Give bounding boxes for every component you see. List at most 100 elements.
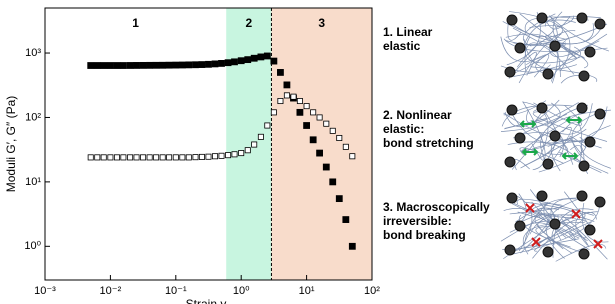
data-point bbox=[311, 110, 316, 115]
crosslink bbox=[505, 245, 515, 255]
data-point bbox=[284, 82, 290, 88]
data-point bbox=[324, 121, 329, 126]
chart: 12310⁻³10⁻²10⁻¹10⁰10¹10²10⁰10¹10²10³Stra… bbox=[0, 0, 615, 304]
data-point bbox=[252, 142, 257, 147]
data-point bbox=[199, 154, 204, 159]
crosslink bbox=[543, 69, 553, 79]
data-point bbox=[88, 63, 94, 69]
data-point bbox=[265, 123, 270, 128]
crosslink bbox=[507, 15, 517, 25]
region bbox=[271, 8, 372, 280]
network-illustration bbox=[501, 12, 609, 84]
x-tick-label: 10² bbox=[364, 285, 380, 297]
data-point bbox=[127, 155, 132, 160]
y-tick-label: 10² bbox=[25, 111, 41, 123]
data-point bbox=[153, 62, 159, 68]
data-point bbox=[238, 58, 244, 64]
data-point bbox=[297, 109, 303, 115]
data-point bbox=[127, 62, 133, 68]
data-point bbox=[134, 62, 140, 68]
x-axis-label: Strain γ₀ bbox=[186, 297, 232, 304]
region-label: 2 bbox=[245, 16, 252, 30]
data-point bbox=[179, 62, 185, 68]
crosslink bbox=[543, 159, 553, 169]
data-point bbox=[317, 150, 323, 156]
data-point bbox=[173, 155, 178, 160]
data-point bbox=[114, 63, 120, 69]
annotation-text: 2. Nonlinear bbox=[383, 108, 452, 122]
annotation-text: elastic bbox=[383, 39, 421, 53]
data-point bbox=[199, 62, 205, 68]
data-point bbox=[154, 155, 159, 160]
data-point bbox=[239, 150, 244, 155]
x-tick-label: 10⁰ bbox=[233, 285, 250, 297]
region-label: 1 bbox=[132, 16, 139, 30]
x-tick-label: 10⁻³ bbox=[34, 285, 56, 297]
crosslink bbox=[579, 249, 589, 259]
data-point bbox=[225, 60, 231, 66]
data-point bbox=[160, 155, 165, 160]
data-point bbox=[134, 155, 139, 160]
crosslink bbox=[577, 103, 587, 113]
data-point bbox=[180, 155, 185, 160]
data-point bbox=[258, 134, 263, 139]
data-point bbox=[317, 115, 322, 120]
data-point bbox=[251, 55, 257, 61]
crosslink bbox=[550, 219, 560, 229]
crosslink bbox=[577, 191, 587, 201]
data-point bbox=[330, 128, 335, 133]
data-point bbox=[278, 98, 283, 103]
y-tick-label: 10¹ bbox=[25, 176, 41, 188]
x-tick-label: 10⁻² bbox=[100, 285, 122, 297]
crosslink bbox=[507, 105, 517, 115]
data-point bbox=[205, 61, 211, 67]
data-point bbox=[232, 152, 237, 157]
crosslink bbox=[579, 161, 589, 171]
data-point bbox=[232, 59, 238, 65]
x-tick-label: 10¹ bbox=[299, 285, 315, 297]
polymer-strand bbox=[563, 122, 582, 167]
annotation-text: bond breaking bbox=[383, 228, 466, 242]
data-point bbox=[193, 155, 198, 160]
data-point bbox=[330, 179, 336, 185]
crosslink bbox=[550, 41, 560, 51]
crosslink bbox=[585, 225, 595, 235]
crosslink bbox=[505, 157, 515, 167]
annotation-text: irreversible: bbox=[383, 214, 452, 228]
region-label: 3 bbox=[318, 16, 325, 30]
data-point bbox=[304, 104, 309, 109]
crosslink bbox=[507, 193, 517, 203]
y-axis-label: Moduli G′, G″ (Pa) bbox=[4, 96, 18, 193]
data-point bbox=[336, 196, 342, 202]
data-point bbox=[167, 155, 172, 160]
crosslink bbox=[515, 221, 525, 231]
x-tick-label: 10⁻¹ bbox=[165, 285, 187, 297]
annotation-text: 1. Linear bbox=[383, 25, 433, 39]
crosslink bbox=[585, 47, 595, 57]
data-point bbox=[291, 94, 296, 99]
data-point bbox=[343, 217, 349, 223]
crosslink bbox=[537, 103, 547, 113]
data-point bbox=[140, 62, 146, 68]
data-point bbox=[304, 123, 310, 129]
data-point bbox=[147, 155, 152, 160]
data-point bbox=[219, 153, 224, 158]
data-point bbox=[140, 155, 145, 160]
data-point bbox=[192, 62, 198, 68]
data-point bbox=[160, 62, 166, 68]
data-point bbox=[271, 110, 276, 115]
network-illustration bbox=[501, 100, 611, 174]
data-point bbox=[310, 137, 316, 143]
crosslink bbox=[550, 131, 560, 141]
data-point bbox=[147, 62, 153, 68]
crosslink bbox=[515, 43, 525, 53]
data-point bbox=[101, 63, 107, 69]
data-point bbox=[277, 69, 283, 75]
data-point bbox=[107, 63, 113, 69]
data-point bbox=[258, 54, 264, 60]
crosslink bbox=[505, 67, 515, 77]
data-point bbox=[271, 58, 277, 64]
data-point bbox=[173, 62, 179, 68]
annotation-text: elastic: bbox=[383, 122, 424, 136]
data-point bbox=[284, 93, 289, 98]
